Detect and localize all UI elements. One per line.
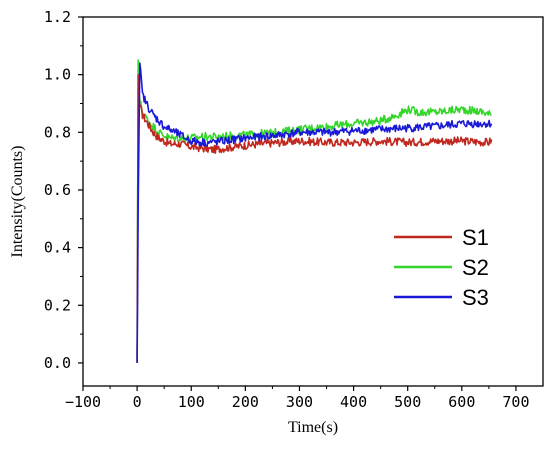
x-tick-label: 0	[133, 393, 142, 411]
x-axis-label: Time(s)	[288, 419, 338, 436]
y-tick-label: 0.6	[44, 181, 71, 199]
series-lines	[136, 59, 493, 363]
x-tick-label: 100	[178, 393, 205, 411]
y-tick-label: 1.0	[44, 66, 71, 84]
x-tick-label: 400	[340, 393, 367, 411]
legend: S1 S2 S3	[394, 225, 489, 310]
x-tick-label: 300	[286, 393, 313, 411]
y-tick-label: 0.2	[44, 296, 71, 314]
y-tick-label: 0.0	[44, 354, 71, 372]
x-tick-label: 600	[448, 393, 475, 411]
y-tick-label: 0.8	[44, 123, 71, 141]
y-tick-label: 1.2	[44, 8, 71, 26]
legend-label-s1: S1	[462, 225, 489, 250]
series-line-s3	[136, 62, 493, 363]
x-tick-label: 700	[502, 393, 529, 411]
plot-frame	[82, 16, 544, 387]
x-tick-label: 200	[232, 393, 259, 411]
series-line-s2	[136, 59, 492, 363]
series-line-s1	[136, 73, 493, 363]
y-tick-label: 0.4	[44, 239, 71, 257]
x-tick-label: 500	[394, 393, 421, 411]
x-tick-label: −100	[65, 393, 101, 411]
legend-label-s3: S3	[462, 285, 489, 310]
y-axis-label: Intensity(Counts)	[9, 146, 26, 258]
legend-label-s2: S2	[462, 255, 489, 280]
axis-ticks: −100 0 100 200 300 400 500 600 700 0.0 0.2 0.4 0.6 0.…	[44, 8, 530, 411]
